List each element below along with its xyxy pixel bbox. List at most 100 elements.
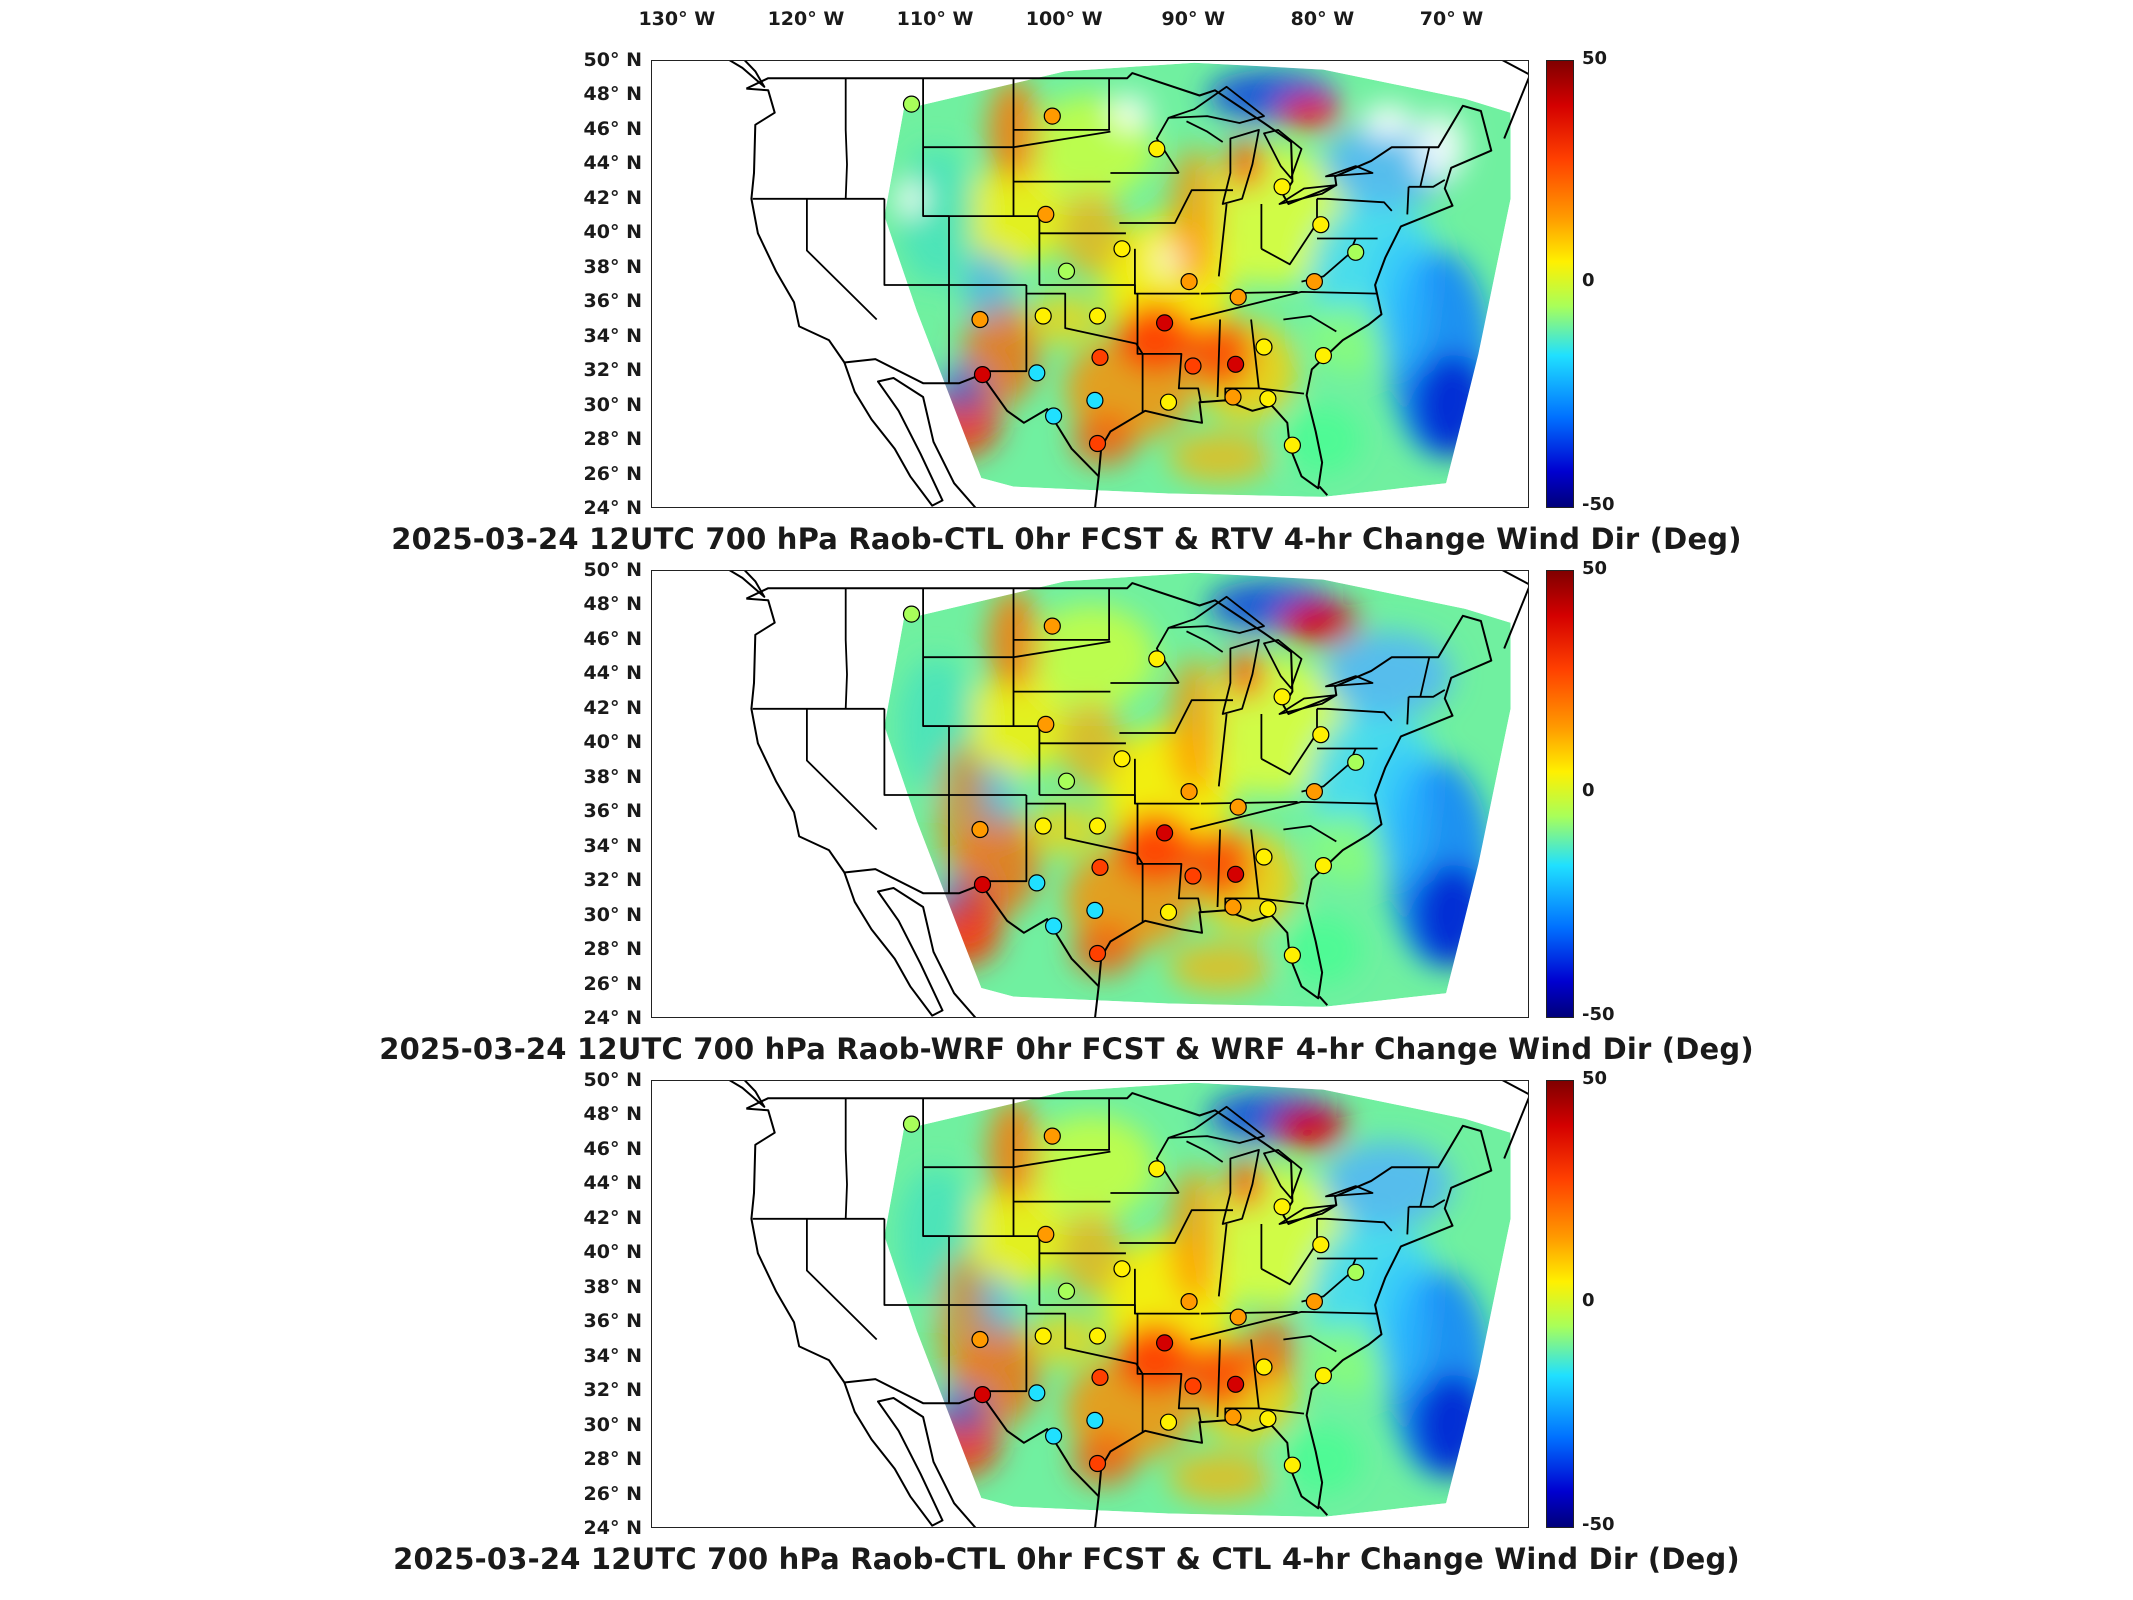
state-border: [980, 795, 1028, 883]
latitude-label: 50° N: [583, 1069, 642, 1091]
mexico-coast: [843, 1382, 977, 1527]
station-marker: [1037, 205, 1055, 223]
state-border: [1136, 293, 1202, 403]
station-marker: [1184, 357, 1202, 375]
station-marker: [1113, 750, 1131, 768]
latitude-label: 32° N: [583, 1379, 642, 1402]
station-marker: [1255, 1358, 1273, 1376]
station-marker: [1148, 140, 1166, 158]
state-border: [1406, 1206, 1410, 1235]
station-marker: [1088, 434, 1107, 453]
state-border: [1026, 1312, 1144, 1433]
station-marker: [1043, 617, 1061, 635]
state-border: [1217, 203, 1228, 277]
field-blob: [1116, 1322, 1195, 1392]
station-marker: [1086, 1411, 1104, 1429]
state-border: [1155, 1137, 1180, 1194]
latitude-label: 26° N: [583, 462, 642, 485]
state-border: [1408, 1199, 1446, 1208]
field-blob: [1271, 1103, 1350, 1145]
state-border: [1406, 186, 1410, 215]
station-marker: [1057, 772, 1076, 790]
latitude-label: 44° N: [583, 662, 642, 685]
canada-coast: [728, 571, 766, 598]
field-blob: [1362, 104, 1414, 139]
state-border: [1190, 1311, 1378, 1341]
lake-outline: [1221, 129, 1260, 205]
longitude-label: 110° W: [896, 8, 974, 30]
longitude-label: 70° W: [1419, 8, 1484, 30]
longitude-label: 100° W: [1025, 8, 1103, 30]
field-blob: [1226, 138, 1266, 191]
mexico-coast: [843, 872, 977, 1017]
lake-outline: [1167, 595, 1265, 634]
station-marker: [1283, 1456, 1302, 1474]
map-panel: 50° N 48° N 46° N 44° N 42° N 40° N 38° N 36° N…: [0, 48, 2133, 570]
latitude-label: 44° N: [583, 152, 642, 175]
latitude-label: 30° N: [583, 903, 642, 926]
field-blob: [1168, 657, 1221, 795]
station-marker: [1155, 824, 1174, 842]
field-blob: [1413, 112, 1466, 182]
latitude-label: 40° N: [583, 731, 642, 754]
lake-outline: [1263, 129, 1303, 180]
state-border: [1260, 198, 1318, 266]
latitude-label: 26° N: [583, 972, 642, 995]
state-border: [1155, 627, 1180, 684]
us-outline: [745, 582, 1493, 1000]
station-marker: [1305, 273, 1324, 291]
state-border: [844, 1098, 848, 1219]
colorbar: [1546, 60, 1574, 508]
station-marker: [1312, 726, 1330, 744]
raob-stations: [902, 95, 1365, 454]
island-outline: [1318, 995, 1329, 1006]
field-blob: [1116, 812, 1195, 882]
state-border: [1419, 1167, 1431, 1207]
state-border: [1408, 689, 1446, 698]
colorbar-tick-label: 0: [1582, 1290, 1595, 1311]
state-border: [883, 708, 1027, 796]
state-border: [1200, 801, 1298, 805]
latitude-label: 30° N: [583, 1413, 642, 1436]
state-border: [1013, 130, 1111, 149]
station-marker: [1314, 857, 1333, 875]
state-border: [1216, 829, 1221, 908]
latitude-label: 28° N: [583, 938, 642, 961]
canada-east-coast: [1501, 61, 1528, 139]
field-blob: [1226, 648, 1266, 701]
state-border: [1283, 1335, 1337, 1353]
station-marker: [1088, 944, 1107, 963]
field-blob: [1116, 302, 1195, 372]
field-blob: [1375, 743, 1427, 882]
field-blob: [1413, 353, 1492, 458]
field-blob: [1284, 598, 1363, 647]
latitude-label: 24° N: [583, 1517, 642, 1539]
state-border: [1283, 315, 1337, 333]
station-marker: [1088, 817, 1107, 835]
latitude-label: 36° N: [583, 290, 642, 313]
field-blob: [1168, 941, 1272, 994]
state-border: [883, 1218, 1027, 1306]
station-marker: [1034, 307, 1052, 325]
state-border: [844, 588, 848, 709]
station-marker: [1180, 273, 1198, 291]
station-marker: [1273, 688, 1291, 706]
station-marker: [1283, 436, 1302, 454]
latitude-label: 24° N: [583, 1007, 642, 1029]
latitude-label: 30° N: [583, 393, 642, 416]
station-marker: [1347, 753, 1365, 771]
station-marker: [1259, 1410, 1277, 1428]
map-frame: [651, 60, 1529, 508]
station-marker: [1088, 1327, 1107, 1345]
field-blob: [1375, 1253, 1427, 1392]
station-marker: [1224, 898, 1242, 916]
state-border: [1013, 640, 1111, 659]
field-blob: [1375, 233, 1427, 372]
latitude-label: 34° N: [583, 834, 642, 857]
lake-outline: [1167, 1105, 1265, 1144]
panel-title: 2025-03-24 12UTC 700 hPa Raob-CTL 0hr FC…: [393, 1542, 1740, 1576]
latitude-label: 46° N: [583, 117, 642, 140]
latitude-label: 50° N: [583, 49, 642, 71]
station-marker: [973, 876, 992, 894]
latitude-label: 26° N: [583, 1482, 642, 1505]
